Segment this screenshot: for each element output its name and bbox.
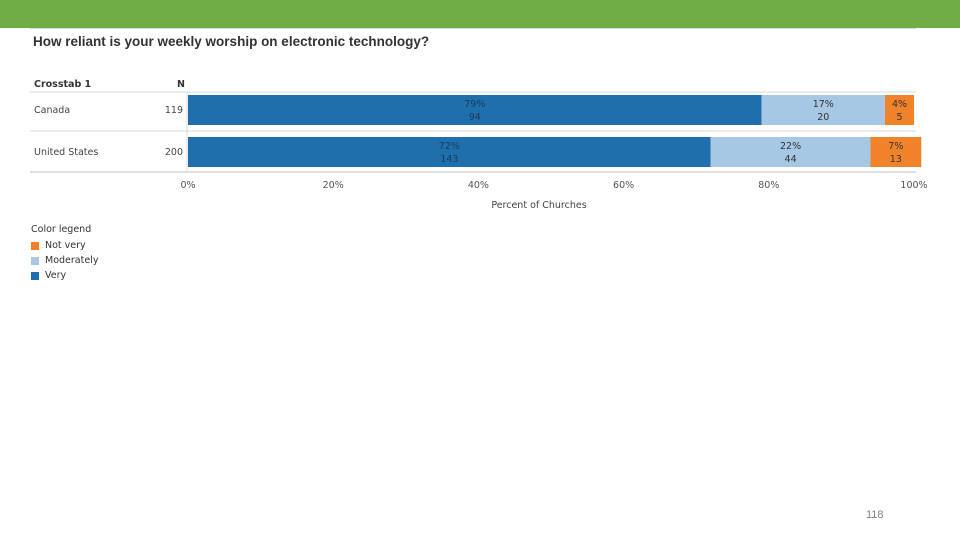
category-label: United States [34,147,98,158]
bar-percent-label: 4% [892,99,907,110]
bar-percent-label: 79% [464,99,485,110]
bar-percent-label: 72% [439,141,460,152]
legend-label: Moderately [45,255,99,266]
legend-title: Color legend [31,224,92,235]
bar-segment [761,95,885,125]
bar-percent-label: 17% [813,99,834,110]
legend-item: Not very [31,238,98,253]
legend-swatch [31,271,39,280]
n-header: N [177,79,185,90]
bar-segment [710,137,871,167]
bar-count-label: 44 [785,154,797,165]
bar-count-label: 5 [896,112,902,123]
bar-percent-label: 22% [780,141,801,152]
legend-swatch [31,241,39,250]
chart-frame-line [30,28,916,29]
bar-count-label: 143 [440,154,458,165]
x-tick-label: 100% [900,180,927,191]
legend-item: Moderately [31,253,98,268]
page-number: 118 [866,509,884,521]
bar-count-label: 13 [890,154,902,165]
chart-title: How reliant is your weekly worship on el… [33,34,430,49]
n-value: 200 [165,147,183,158]
legend-label: Not very [45,240,86,251]
bar-segment [870,137,922,167]
x-tick-label: 20% [323,180,344,191]
bar-segment [188,137,711,167]
x-tick-label: 80% [758,180,779,191]
bar-count-label: 20 [817,112,829,123]
n-value: 119 [165,105,183,116]
row-header: Crosstab 1 [34,79,91,90]
stacked-bar-chart: Crosstab 1 N Canada 119 79% 94 17% 20 4% 5 United … [30,79,928,211]
x-tick-label: 60% [613,180,634,191]
category-label: Canada [34,105,70,116]
bar-count-label: 94 [469,112,481,123]
legend-label: Very [45,270,67,281]
slide-header-bar [0,0,960,28]
legend-swatch [31,256,39,265]
bar-percent-label: 7% [888,141,903,152]
x-tick-label: 0% [180,180,195,191]
x-axis-label: Percent of Churches [491,200,586,211]
color-legend: Color legend Not very Moderately Very [31,224,98,283]
bar-segment [884,95,914,125]
x-tick-label: 40% [468,180,489,191]
legend-item: Very [31,268,98,283]
bar-segment [188,95,762,125]
